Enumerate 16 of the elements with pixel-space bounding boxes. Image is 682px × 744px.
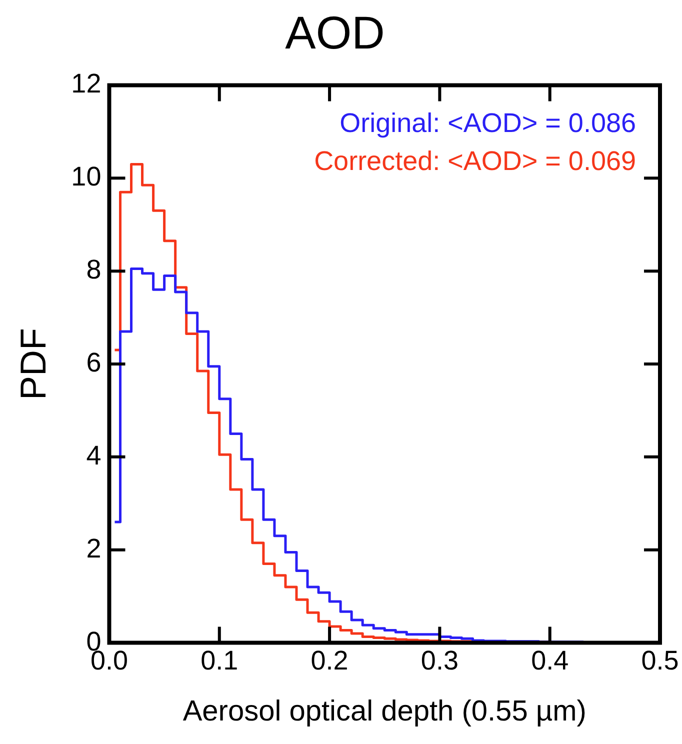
x-axis-title: Aerosol optical depth (0.55 µm) <box>182 696 586 728</box>
y-tick-label: 2 <box>86 533 102 564</box>
y-tick-label: 12 <box>71 68 102 99</box>
x-tick-label: 0.5 <box>641 645 679 676</box>
x-tick-label: 0.4 <box>531 645 569 676</box>
y-tick-label: 6 <box>86 347 102 378</box>
y-tick-label: 4 <box>86 440 102 470</box>
x-tick-label: 0.1 <box>200 645 238 676</box>
x-tick-label: 0.2 <box>310 645 348 676</box>
y-axis-title: PDF <box>12 328 54 400</box>
y-tick-label: 8 <box>86 254 102 285</box>
text: Original: <AOD> = 0.086 <box>340 108 636 138</box>
x-tick-label: 0.3 <box>420 645 458 676</box>
chart-title: AOD <box>285 6 385 58</box>
y-tick-label: 10 <box>71 162 102 192</box>
text: Corrected: <AOD> = 0.069 <box>314 146 636 176</box>
